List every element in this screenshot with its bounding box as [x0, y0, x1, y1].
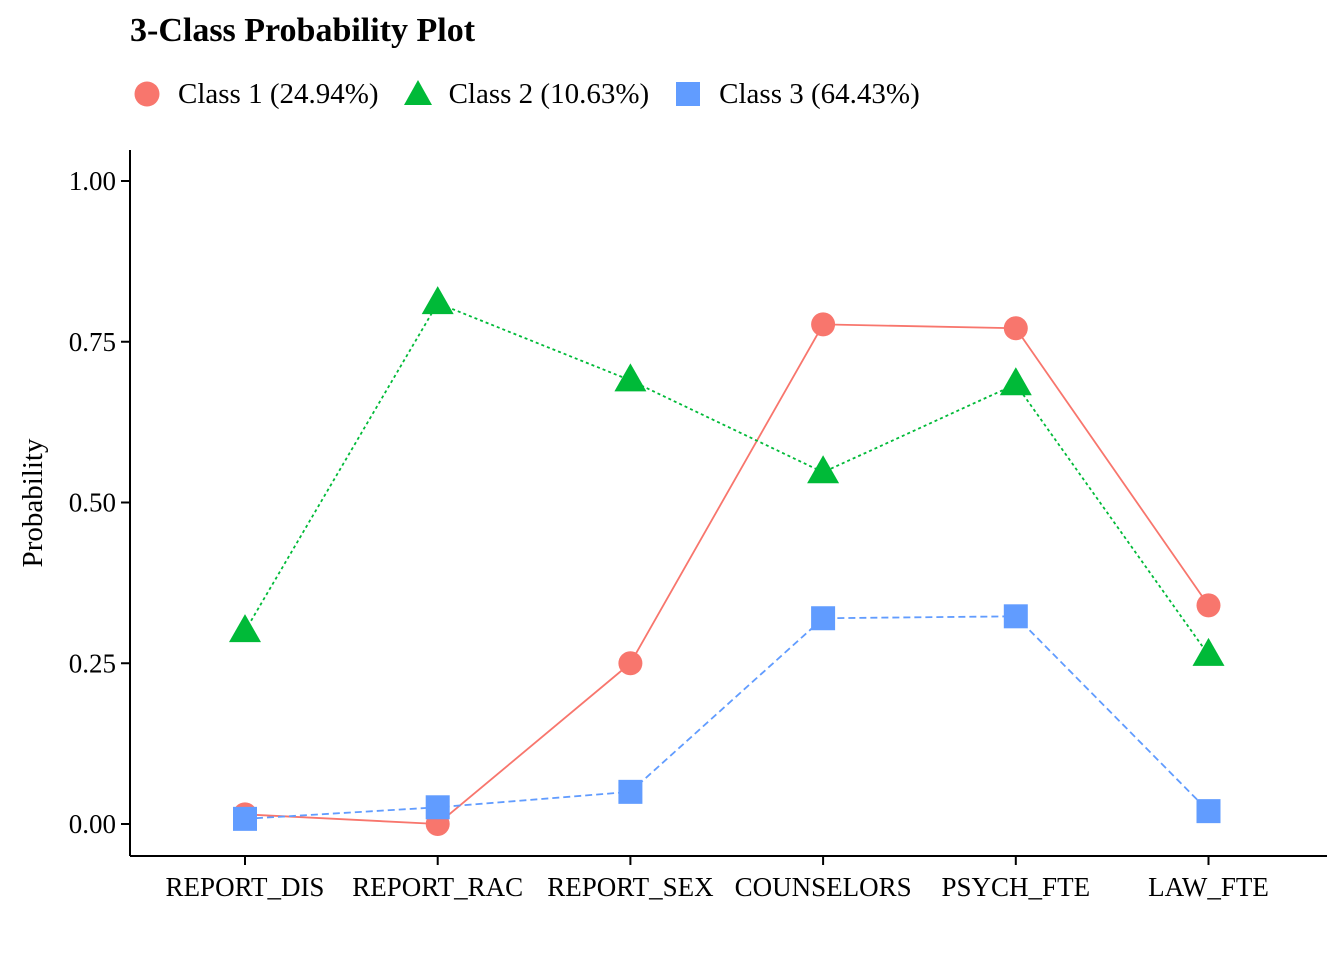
- data-point: [421, 286, 454, 315]
- series-layer: [229, 286, 1225, 836]
- legend-item-class-1: Class 1 (24.94%): [130, 77, 379, 111]
- y-tick-label: 1.00: [69, 166, 116, 196]
- data-point: [1196, 593, 1221, 618]
- data-point: [1196, 799, 1221, 824]
- legend-label-class-1: Class 1 (24.94%): [178, 77, 379, 110]
- x-tick-label: LAW_FTE: [1148, 872, 1269, 902]
- series-class-1: [233, 312, 1221, 836]
- data-point: [999, 367, 1032, 396]
- series-class-2: [229, 286, 1225, 666]
- data-point: [229, 614, 261, 643]
- series-line: [244, 615, 1210, 820]
- data-point: [807, 455, 840, 484]
- data-point: [618, 779, 643, 804]
- series-line: [244, 302, 1210, 656]
- y-axis-title: Probability: [17, 438, 49, 567]
- axes: 0.00 0.25 0.50 0.75 1.00 REPORT_DIS REPORT_RAC…: [69, 150, 1327, 902]
- data-point: [811, 312, 836, 337]
- y-tick-label: 0.00: [69, 809, 116, 839]
- x-tick-label: REPORT_DIS: [166, 872, 325, 902]
- data-point: [811, 606, 836, 631]
- legend-circle-marker: [134, 81, 160, 107]
- legend-item-class-2: Class 2 (10.63%): [401, 77, 650, 111]
- y-tick-label: 0.50: [69, 488, 116, 518]
- legend-label-class-2: Class 2 (10.63%): [448, 77, 650, 110]
- x-tick-label: REPORT_RAC: [352, 872, 523, 902]
- legend: Class 1 (24.94%) Class 2 (10.63%) Class …: [130, 72, 942, 116]
- series-class-3: [233, 604, 1221, 831]
- legend-key-circle-icon: [134, 81, 160, 107]
- legend-square-marker: [676, 82, 701, 106]
- y-tick-label: 0.25: [69, 648, 116, 678]
- data-point: [614, 363, 647, 392]
- chart-title: 3-Class Probability Plot: [130, 12, 476, 49]
- data-point: [1003, 604, 1028, 629]
- data-point: [233, 806, 257, 831]
- data-point: [618, 651, 643, 676]
- data-point: [1003, 316, 1028, 341]
- data-point: [1192, 637, 1225, 666]
- x-tick-label: COUNSELORS: [735, 872, 912, 902]
- x-tick-label: REPORT_SEX: [547, 872, 714, 902]
- y-tick-label: 0.75: [69, 327, 116, 357]
- x-tick-label: PSYCH_FTE: [942, 872, 1091, 902]
- data-point: [425, 795, 450, 820]
- legend-key-square-icon: [676, 82, 701, 106]
- legend-triangle-marker: [403, 80, 432, 105]
- legend-key-triangle-icon: [403, 80, 432, 105]
- series-line: [244, 323, 1210, 825]
- legend-label-class-3: Class 3 (64.43%): [719, 77, 920, 110]
- legend-item-class-3: Class 3 (64.43%): [671, 77, 920, 111]
